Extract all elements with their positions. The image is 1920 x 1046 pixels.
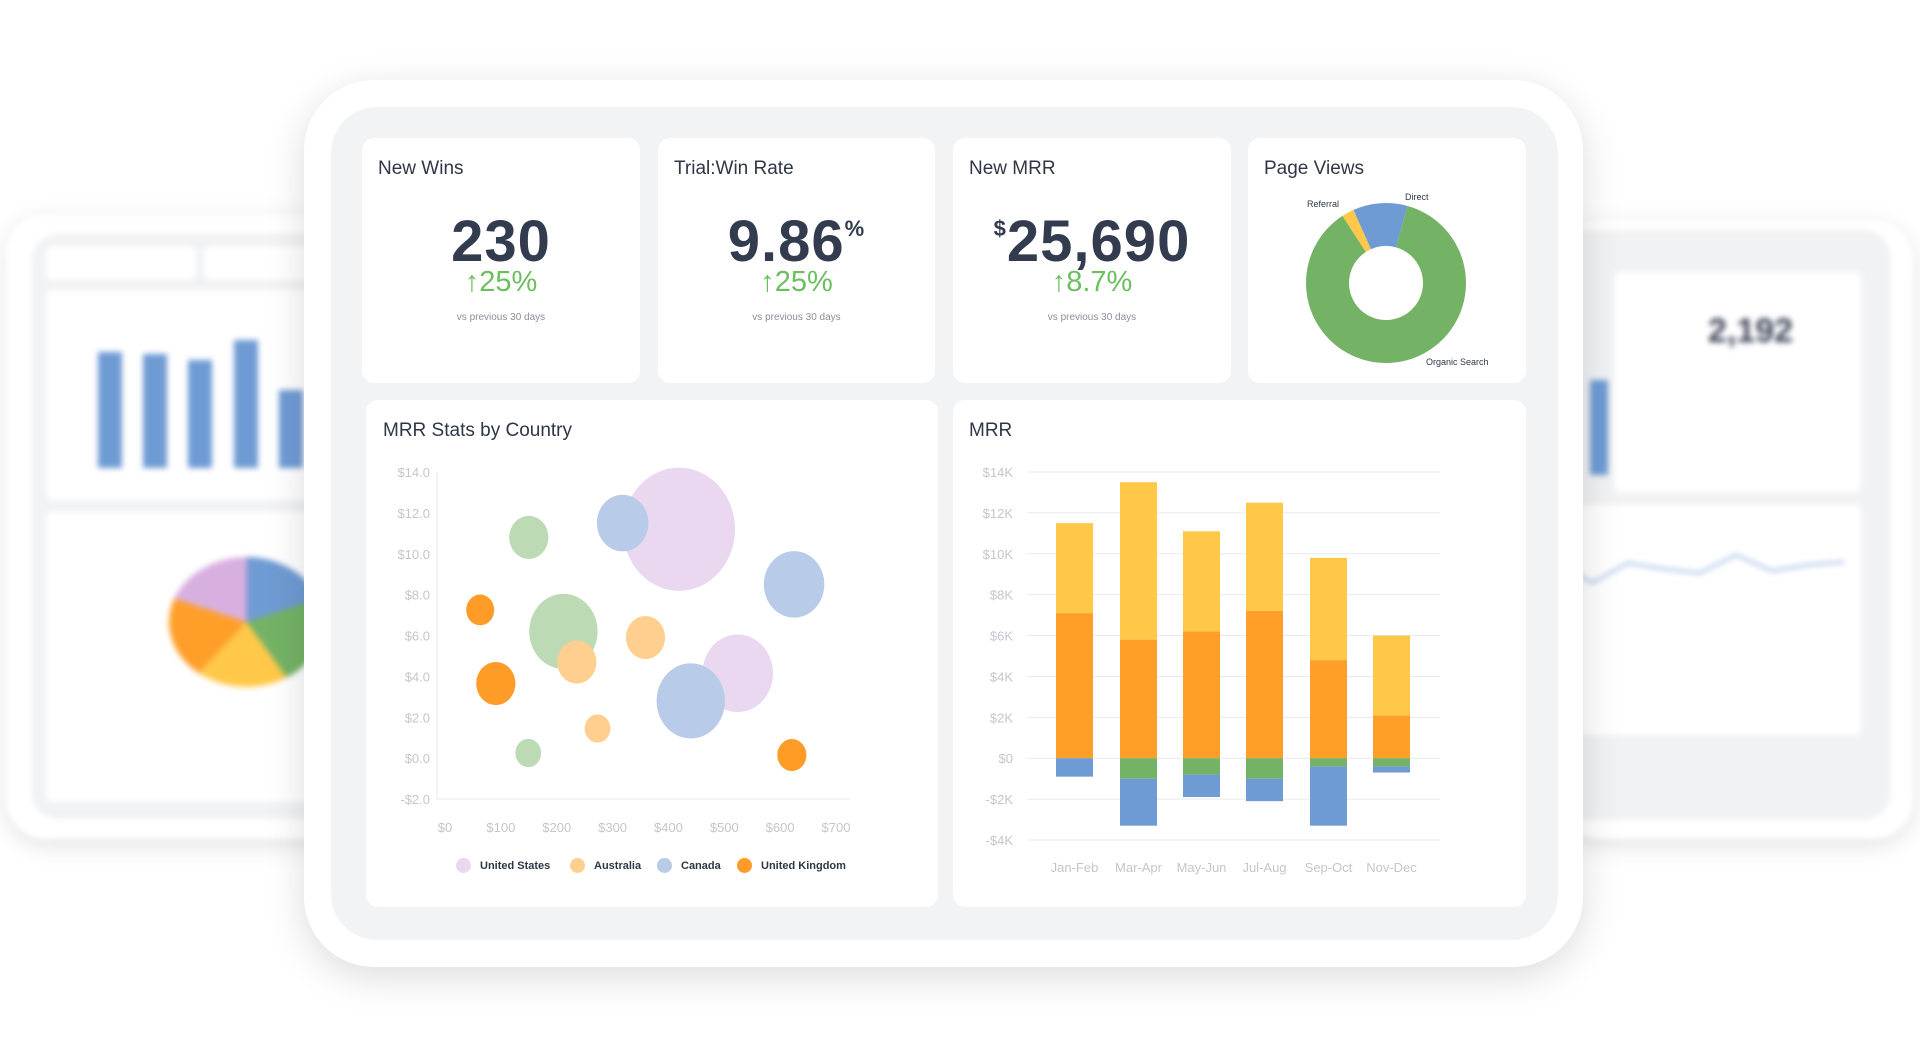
- legend-item-united-states[interactable]: United States: [456, 858, 550, 873]
- kpi-value: 230: [451, 209, 551, 274]
- legend-dot: [737, 858, 752, 873]
- kpi-title: Trial:Win Rate: [674, 158, 794, 179]
- kpi-change: ↑8.7%: [1051, 266, 1133, 298]
- kpi-comparison: vs previous 30 days: [752, 312, 841, 323]
- donut-label-organic: Organic Search: [1426, 357, 1489, 367]
- background-kpi-value: 2,192: [1708, 312, 1794, 350]
- background-tablet-left: [6, 214, 372, 839]
- legend-dot: [657, 858, 672, 873]
- kpi-comparison: vs previous 30 days: [1047, 312, 1137, 323]
- donut-slice-organic-search: [1306, 205, 1466, 363]
- kpi-change: ↑25%: [760, 266, 833, 298]
- kpi-change: ↑25%: [464, 266, 538, 298]
- arrow-up-icon: ↑: [464, 266, 480, 298]
- card-page-views[interactable]: Page Views Referral Direct Organic Searc…: [1248, 138, 1526, 383]
- kpi-card-new-wins[interactable]: New Wins 230 ↑25% vs previous 30 days: [362, 138, 640, 383]
- card-mrr-by-country[interactable]: MRR Stats by Country: [366, 400, 938, 907]
- card-title: Page Views: [1264, 158, 1364, 179]
- card-title: MRR Stats by Country: [383, 420, 572, 441]
- legend-item-united-kingdom[interactable]: United Kingdom: [737, 858, 846, 873]
- legend-dot: [456, 858, 471, 873]
- arrow-up-icon: ↑: [760, 266, 775, 298]
- kpi-title: New MRR: [969, 158, 1056, 179]
- kpi-card-trial-win-rate[interactable]: Trial:Win Rate 9.86% ↑25% vs previous 30…: [658, 138, 935, 383]
- kpi-value: 9.86%: [727, 209, 866, 274]
- card-mrr[interactable]: MRR: [953, 400, 1526, 907]
- arrow-up-icon: ↑: [1051, 266, 1067, 298]
- card-title: MRR: [969, 420, 1013, 441]
- donut-slice-referral: [1342, 209, 1371, 252]
- kpi-comparison: vs previous 30 days: [456, 312, 546, 323]
- donut-label-referral: Referral: [1307, 199, 1339, 209]
- background-line-chart: [1579, 553, 1845, 585]
- kpi-value: $25,690: [993, 209, 1191, 274]
- kpi-card-new-mrr[interactable]: New MRR $25,690 ↑8.7% vs previous 30 day…: [953, 138, 1231, 383]
- legend-dot: [570, 858, 585, 873]
- page-views-donut: Referral Direct Organic Search: [1306, 192, 1489, 367]
- legend-item-australia[interactable]: Australia: [570, 858, 641, 873]
- background-tablet-right: 2,192: [1560, 220, 1913, 839]
- donut-label-direct: Direct: [1405, 192, 1429, 202]
- legend-item-canada[interactable]: Canada: [657, 858, 721, 873]
- donut-slice-direct: [1353, 203, 1408, 250]
- kpi-title: New Wins: [378, 158, 464, 179]
